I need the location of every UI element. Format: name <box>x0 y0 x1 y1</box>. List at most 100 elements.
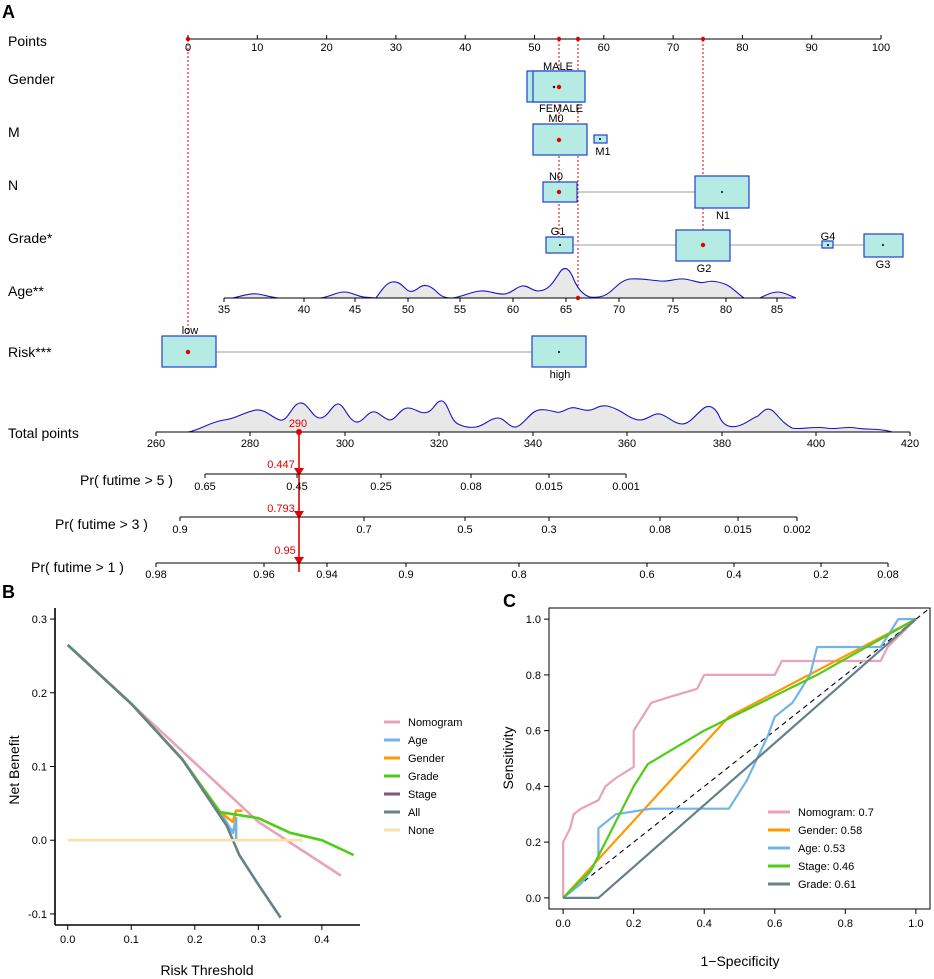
legend-item-age-0-53: Age: 0.53 <box>768 843 845 855</box>
svg-text:0.3: 0.3 <box>251 934 266 946</box>
age-tick: 60 <box>507 298 519 316</box>
n-level-n0: N0 <box>549 171 563 183</box>
svg-text:1.0: 1.0 <box>526 614 541 626</box>
points-tick: 20 <box>320 35 333 54</box>
age-tick: 70 <box>613 298 625 316</box>
total-points-tick: 320 <box>430 432 448 450</box>
svg-text:0.0: 0.0 <box>32 835 47 847</box>
panel-c-y-tick: 0.8 <box>526 670 549 682</box>
panel-b-label: B <box>2 582 15 602</box>
svg-text:55: 55 <box>454 304 466 316</box>
legend-item-grade: Grade <box>384 771 439 783</box>
svg-text:0.0: 0.0 <box>555 918 570 930</box>
svg-text:260: 260 <box>147 438 165 450</box>
probability-arrow <box>294 434 304 572</box>
grade-dot <box>700 242 706 248</box>
prob-1yr-tick: 0.9 <box>398 563 414 581</box>
panel-c-plot-frame <box>548 607 931 910</box>
total-points-tick: 360 <box>618 432 636 450</box>
panel-b-x-ticks: 0.0 0.1 0.2 0.3 0.4 <box>60 925 330 946</box>
prob-5yr-tick: 0.45 <box>286 474 308 493</box>
risk-row: Risk*** low high <box>8 325 587 381</box>
svg-text:0.08: 0.08 <box>649 524 670 536</box>
prob-3yr-tick: 0.9 <box>172 517 188 536</box>
n-row: N N0 N1 <box>8 171 750 222</box>
svg-text:0.015: 0.015 <box>724 524 752 536</box>
series-line-nomogram-0-7 <box>562 618 917 898</box>
svg-text:0.96: 0.96 <box>253 569 274 581</box>
svg-text:0.001: 0.001 <box>612 481 640 493</box>
n-label: N <box>8 177 18 193</box>
risk-label: Risk*** <box>8 344 52 360</box>
svg-text:70: 70 <box>613 304 625 316</box>
gender-dot <box>552 85 556 89</box>
prob-3yr-value: 0.793 <box>267 503 295 515</box>
arrow-head-1yr <box>294 557 304 565</box>
n-level-n1: N1 <box>716 210 730 222</box>
panel-c-xlabel: 1−Specificity <box>701 953 780 969</box>
prob-3yr-tick: 0.5 <box>457 517 473 536</box>
svg-text:45: 45 <box>349 304 361 316</box>
arrow-head-5yr <box>294 468 304 476</box>
age-tick: 75 <box>667 298 679 316</box>
legend-item-gender-0-58: Gender: 0.58 <box>768 825 862 837</box>
svg-text:85: 85 <box>771 304 783 316</box>
risk-level-low: low <box>182 325 199 337</box>
svg-text:0.08: 0.08 <box>460 481 481 493</box>
points-tick: 40 <box>459 35 471 54</box>
prob-1yr-label: Pr( futime > 1 ) <box>31 559 124 575</box>
total-points-marker <box>296 429 302 435</box>
prob-5yr-tick: 0.08 <box>460 474 482 493</box>
gender-label: Gender <box>8 71 55 87</box>
series-line-gender <box>66 643 243 824</box>
panel-c-x-tick: 0.8 <box>838 909 853 930</box>
m-level-m1: M1 <box>595 146 610 158</box>
panel-c-y-tick: 0.4 <box>526 781 549 793</box>
total-points-tick: 380 <box>713 432 731 450</box>
points-marker <box>700 36 706 42</box>
panel-c-x-ticks: 0.0 0.2 0.4 0.6 0.8 1.0 <box>555 909 924 930</box>
panel-b-y-tick: 0.2 <box>32 688 55 700</box>
panel-c-label: C <box>503 591 516 611</box>
points-tick: 100 <box>872 35 890 54</box>
panel-c-x-tick: 0.4 <box>697 909 712 930</box>
svg-text:0.6: 0.6 <box>639 569 654 581</box>
grade-level-g3: G3 <box>876 259 891 271</box>
svg-text:0.015: 0.015 <box>535 481 563 493</box>
prob-5yr-row: Pr( futime > 5 ) 0.65 0.45 0.25 0.08 0.0… <box>80 459 640 493</box>
prob-3yr-tick: 0.002 <box>783 517 811 536</box>
gender-dot <box>556 84 562 90</box>
svg-text:1.0: 1.0 <box>908 918 923 930</box>
grade-level-g2: G2 <box>697 263 712 275</box>
gender-row: Gender MALE FEMALE <box>8 61 586 115</box>
points-marker <box>575 36 581 42</box>
svg-text:0.4: 0.4 <box>697 918 712 930</box>
points-label: Points <box>8 33 47 49</box>
svg-text:20: 20 <box>320 42 332 54</box>
legend-item-nomogram-0-7: Nomogram: 0.7 <box>768 807 874 819</box>
age-marker <box>575 295 581 301</box>
legend-label: Age: 0.53 <box>798 843 845 855</box>
svg-text:320: 320 <box>430 438 448 450</box>
prob-5yr-label: Pr( futime > 5 ) <box>80 472 173 488</box>
prob-1yr-tick: 0.96 <box>253 563 275 581</box>
points-tick: 60 <box>598 35 610 54</box>
series-line-stage-0-46 <box>562 618 917 899</box>
panel-a-nomogram: A Points 0 10 20 30 40 50 60 70 80 90 10… <box>2 2 919 581</box>
legend-label: Nomogram <box>408 717 462 729</box>
panel-b-x-tick: 0.0 <box>60 925 75 946</box>
svg-text:420: 420 <box>901 438 919 450</box>
svg-text:0.1: 0.1 <box>124 934 139 946</box>
panel-b-y-ticks: -0.1 0.0 0.1 0.2 0.3 <box>28 614 55 921</box>
grade-level-g4: G4 <box>821 231 836 243</box>
svg-text:0.3: 0.3 <box>541 524 556 536</box>
svg-text:0.8: 0.8 <box>511 569 526 581</box>
prob-5yr-value: 0.447 <box>267 459 295 471</box>
panel-c-x-tick: 0.0 <box>555 909 571 930</box>
svg-text:0.6: 0.6 <box>767 918 782 930</box>
svg-text:0.4: 0.4 <box>526 781 541 793</box>
panel-b-y-tick: -0.1 <box>28 909 55 921</box>
m-dot <box>599 138 601 140</box>
panel-b-x-tick: 0.1 <box>124 925 139 946</box>
